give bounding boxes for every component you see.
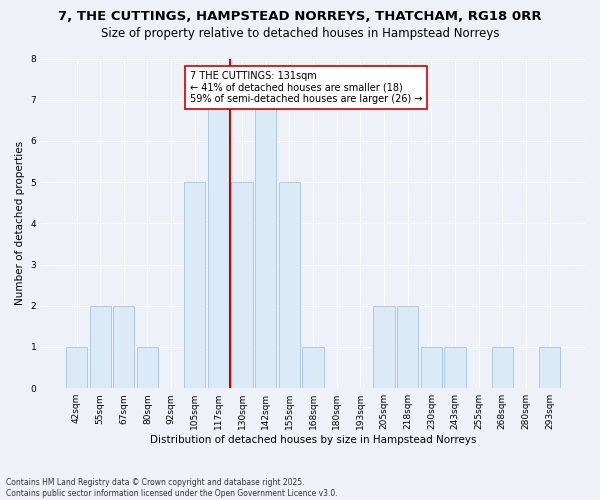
Bar xyxy=(397,306,418,388)
Text: 7 THE CUTTINGS: 131sqm
← 41% of detached houses are smaller (18)
59% of semi-det: 7 THE CUTTINGS: 131sqm ← 41% of detached… xyxy=(190,71,422,104)
Bar xyxy=(184,182,205,388)
Bar xyxy=(491,347,513,388)
X-axis label: Distribution of detached houses by size in Hampstead Norreys: Distribution of detached houses by size … xyxy=(150,435,476,445)
Bar xyxy=(421,347,442,388)
Bar xyxy=(373,306,395,388)
Y-axis label: Number of detached properties: Number of detached properties xyxy=(15,142,25,306)
Text: Size of property relative to detached houses in Hampstead Norreys: Size of property relative to detached ho… xyxy=(101,28,499,40)
Bar xyxy=(279,182,300,388)
Bar xyxy=(137,347,158,388)
Bar xyxy=(539,347,560,388)
Bar xyxy=(66,347,87,388)
Bar xyxy=(302,347,324,388)
Bar xyxy=(89,306,111,388)
Text: 7, THE CUTTINGS, HAMPSTEAD NORREYS, THATCHAM, RG18 0RR: 7, THE CUTTINGS, HAMPSTEAD NORREYS, THAT… xyxy=(58,10,542,23)
Bar xyxy=(255,100,277,388)
Bar xyxy=(113,306,134,388)
Bar xyxy=(208,100,229,388)
Bar xyxy=(232,182,253,388)
Text: Contains HM Land Registry data © Crown copyright and database right 2025.
Contai: Contains HM Land Registry data © Crown c… xyxy=(6,478,338,498)
Bar xyxy=(445,347,466,388)
